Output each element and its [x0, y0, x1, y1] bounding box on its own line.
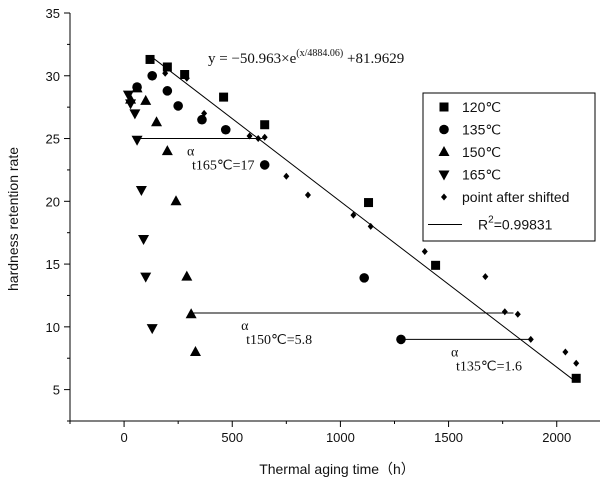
data-point-square — [571, 373, 581, 383]
data-point-diamond — [573, 359, 580, 367]
alpha-label: α — [241, 319, 249, 334]
alpha-label: α — [187, 145, 195, 160]
data-point-diamond — [482, 273, 489, 281]
legend-label: 165℃ — [462, 167, 501, 183]
data-point-diamond — [562, 348, 569, 356]
data-point-circle — [396, 334, 406, 345]
data-point-square — [180, 70, 190, 80]
legend-box — [422, 92, 596, 242]
legend-fit-label: R2=0.99831 — [478, 215, 553, 233]
data-point-circle — [197, 114, 207, 125]
data-point-diamond — [162, 69, 169, 77]
data-point-triangle-up — [189, 345, 201, 356]
data-point-triangle-down — [131, 135, 143, 146]
data-point-circle — [259, 160, 270, 170]
data-point-triangle-up — [170, 195, 182, 206]
data-point-diamond — [304, 191, 311, 199]
x-tick-label: 2000 — [542, 430, 571, 445]
legend-marker-triangle-up — [438, 146, 450, 156]
data-point-square — [219, 92, 229, 102]
shift-value-label: t135℃=1.6 — [456, 359, 522, 374]
x-tick-label: 0 — [120, 430, 127, 445]
legend-marker-diamond — [441, 193, 447, 201]
legend-label: 150℃ — [462, 144, 501, 160]
x-tick-label: 1500 — [434, 430, 463, 445]
data-point-circle — [220, 124, 231, 135]
data-point-triangle-up — [185, 308, 197, 319]
data-point-diamond — [255, 135, 262, 143]
y-axis-label: hardness retention rate — [5, 147, 21, 291]
y-tick-label: 25 — [46, 132, 60, 147]
shift-value-label: t150℃=5.8 — [246, 333, 312, 348]
data-point-triangle-down — [129, 109, 141, 120]
x-tick-label: 1000 — [326, 430, 355, 445]
data-point-diamond — [261, 133, 268, 141]
data-point-diamond — [421, 248, 428, 256]
y-tick-label: 10 — [46, 320, 60, 335]
legend-label: 120℃ — [462, 99, 501, 115]
data-point-circle — [162, 86, 173, 96]
legend-marker-triangle-down — [438, 170, 450, 181]
data-point-circle — [359, 273, 370, 283]
fit-equation: y = −50.963×e(x/4884.06) +81.9629 — [208, 48, 404, 67]
data-point-triangle-down — [135, 186, 147, 197]
y-tick-label: 30 — [46, 69, 60, 84]
data-point-triangle-down — [125, 99, 137, 110]
data-point-square — [162, 62, 172, 72]
data-point-triangle-up — [131, 82, 143, 93]
fit-line-group — [149, 55, 577, 383]
alpha-label: α — [451, 345, 459, 360]
y-tick-label: 35 — [46, 6, 60, 21]
data-point-triangle-down — [140, 272, 152, 283]
data-point-diamond — [350, 211, 357, 219]
legend-marker-square — [439, 102, 449, 112]
data-point-circle — [147, 70, 158, 81]
data-point-triangle-down — [138, 234, 150, 245]
data-point-diamond — [501, 308, 508, 316]
fit-line — [149, 55, 577, 383]
legend: 120℃ 135℃ 150℃ 165℃ point after shifted R2=0.… — [422, 92, 596, 242]
equation-text: y = −50.963×e(x/4884.06) +81.9629 — [208, 48, 404, 67]
data-point-diamond — [283, 172, 290, 180]
shift-value-label: t165℃=17 — [192, 159, 255, 174]
data-point-triangle-up — [181, 270, 193, 281]
data-points — [122, 54, 581, 383]
data-point-circle — [173, 101, 183, 111]
legend-label: point after shifted — [462, 189, 569, 205]
y-tick-label: 15 — [46, 257, 60, 272]
data-point-square — [145, 54, 155, 64]
x-axis-label: Thermal aging time（h） — [259, 461, 415, 477]
y-tick-label: 5 — [53, 383, 60, 398]
y-tick-label: 20 — [46, 194, 60, 209]
data-point-diamond — [514, 310, 521, 318]
data-point-diamond — [527, 335, 534, 343]
data-point-triangle-down — [122, 90, 134, 101]
data-point-square — [260, 120, 270, 130]
data-point-triangle-up — [161, 145, 173, 156]
data-point-square — [431, 260, 441, 270]
data-point-triangle-up — [151, 116, 163, 127]
data-point-diamond — [201, 109, 208, 117]
legend-marker-circle — [439, 124, 449, 135]
x-tick-label: 500 — [221, 430, 243, 445]
data-point-square — [364, 198, 374, 208]
data-point-triangle-up — [140, 94, 152, 105]
data-point-triangle-down — [146, 324, 158, 335]
data-point-diamond — [246, 132, 253, 140]
data-point-diamond — [367, 222, 374, 230]
legend-label: 135℃ — [462, 122, 501, 138]
plot-axes: 0 500 1000 1500 2000 5 10 15 20 25 30 35 — [46, 6, 600, 445]
data-point-diamond — [183, 74, 190, 82]
